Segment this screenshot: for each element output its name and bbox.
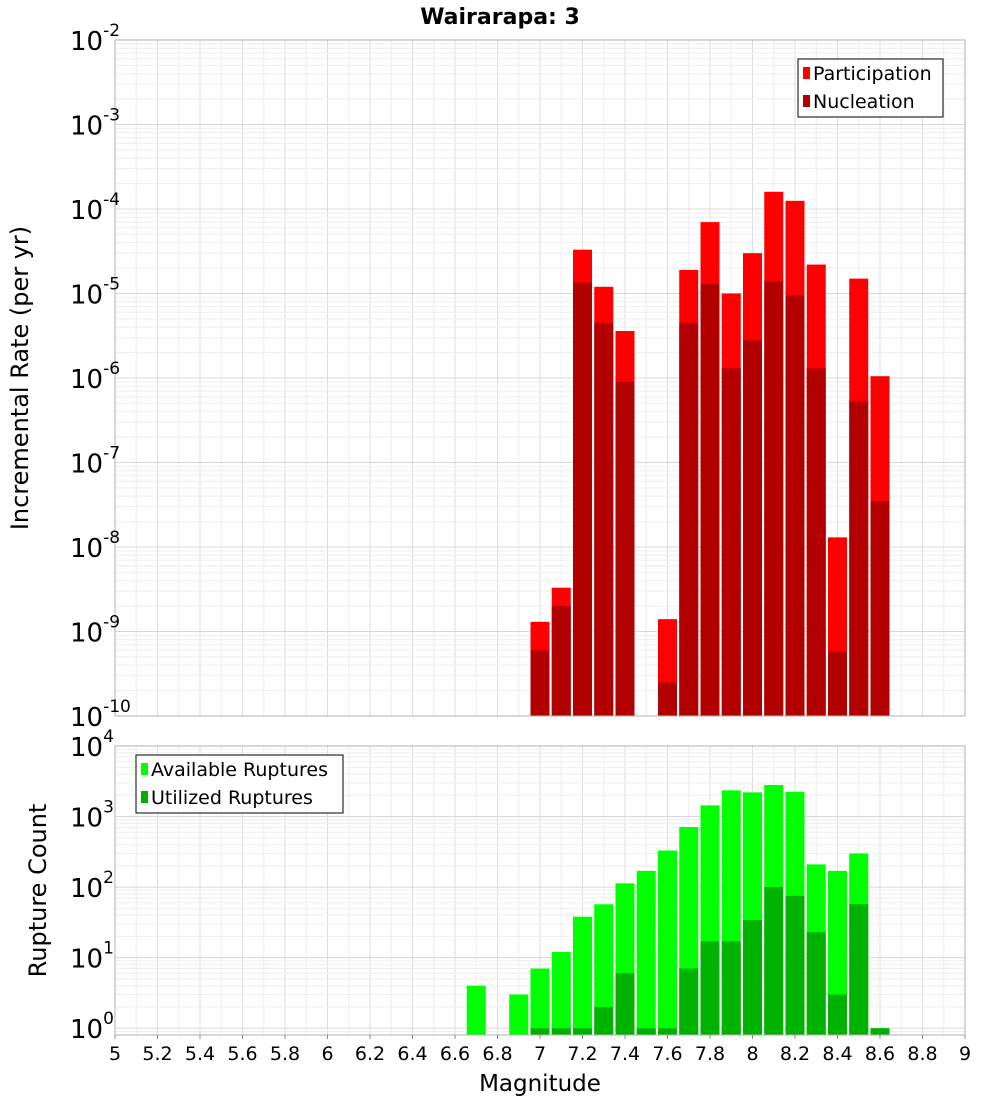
y-tick-label: 10-4 — [70, 190, 120, 226]
bar-nucleation — [573, 282, 592, 716]
bar-utilized-ruptures — [551, 1028, 571, 1035]
bar-available-ruptures — [594, 904, 614, 1035]
y-tick-label: 10-5 — [70, 275, 120, 311]
bar-available-ruptures — [828, 870, 847, 1035]
chart-title: Wairarapa: 3 — [420, 5, 580, 30]
bar-available-ruptures — [573, 916, 592, 1035]
y-tick-label: 10-9 — [70, 613, 120, 649]
legend-label: Available Ruptures — [151, 759, 328, 781]
bar-utilized-ruptures — [828, 994, 847, 1035]
x-tick-label: 5.4 — [185, 1043, 215, 1065]
x-tick-label: 5.8 — [270, 1043, 300, 1065]
bar-utilized-ruptures — [743, 920, 762, 1035]
x-tick-label: 9 — [959, 1043, 971, 1065]
bar-utilized-ruptures — [764, 887, 784, 1035]
legend-label: Utilized Ruptures — [151, 787, 313, 809]
bar-utilized-ruptures — [573, 1028, 592, 1035]
bar-utilized-ruptures — [679, 968, 699, 1035]
x-tick-label: 6.2 — [355, 1043, 385, 1065]
x-tick-label: 8 — [746, 1043, 758, 1065]
bar-utilized-ruptures — [594, 1006, 614, 1035]
bar-utilized-ruptures — [615, 973, 635, 1035]
legend-swatch — [803, 95, 810, 107]
bar-available-ruptures — [636, 870, 656, 1035]
y-tick-label: 10-3 — [70, 106, 120, 142]
x-tick-label: 5.6 — [227, 1043, 257, 1065]
bar-available-ruptures — [658, 850, 677, 1035]
bar-nucleation — [721, 368, 741, 716]
legend-label: Nucleation — [813, 91, 915, 113]
legend-swatch — [803, 67, 810, 79]
x-tick-label: 8.6 — [865, 1043, 895, 1065]
bar-nucleation — [594, 322, 614, 716]
bar-utilized-ruptures — [785, 895, 805, 1035]
bar-nucleation — [658, 682, 677, 716]
bar-available-ruptures — [509, 994, 529, 1035]
bar-utilized-ruptures — [700, 941, 720, 1035]
bar-available-ruptures — [466, 985, 486, 1035]
bar-nucleation — [849, 401, 869, 716]
x-tick-label: 8.4 — [822, 1043, 852, 1065]
bar-utilized-ruptures — [636, 1028, 656, 1035]
bar-nucleation — [700, 283, 720, 716]
bar-nucleation — [785, 295, 805, 716]
legend-box — [797, 58, 944, 118]
bar-nucleation — [870, 501, 890, 716]
y-tick-label: 10-7 — [70, 444, 120, 480]
plot-frame-0 — [114, 39, 966, 717]
y-axis-label: Incremental Rate (per yr) — [6, 226, 34, 530]
legend-box — [135, 754, 344, 814]
y-tick-label: 10-2 — [70, 21, 120, 57]
legend-swatch — [141, 791, 148, 803]
y-tick-label: 103 — [70, 798, 114, 834]
y-tick-label: 100 — [70, 1009, 114, 1045]
bar-nucleation — [615, 381, 635, 716]
x-tick-label: 6 — [321, 1043, 333, 1065]
bar-utilized-ruptures — [849, 904, 869, 1035]
y-tick-label: 10-10 — [70, 697, 131, 733]
x-tick-label: 6.8 — [482, 1043, 512, 1065]
bar-available-ruptures — [530, 968, 550, 1035]
y-axis-label: Rupture Count — [24, 804, 52, 978]
legend-label: Participation — [813, 63, 932, 85]
y-tick-label: 102 — [70, 868, 114, 904]
x-axis-label: Magnitude — [479, 1071, 601, 1097]
x-tick-label: 6.6 — [440, 1043, 470, 1065]
x-tick-label: 7.4 — [610, 1043, 640, 1065]
bar-available-ruptures — [551, 952, 571, 1035]
bar-nucleation — [679, 322, 699, 716]
x-tick-label: 5 — [109, 1043, 121, 1065]
bar-nucleation — [764, 281, 784, 716]
bar-nucleation — [828, 651, 847, 716]
bar-utilized-ruptures — [870, 1028, 890, 1035]
y-tick-label: 10-6 — [70, 359, 120, 395]
x-tick-label: 7.6 — [652, 1043, 682, 1065]
bar-utilized-ruptures — [721, 941, 741, 1035]
x-tick-label: 7.2 — [567, 1043, 597, 1065]
y-tick-label: 104 — [70, 727, 114, 763]
bar-utilized-ruptures — [530, 1028, 550, 1035]
bar-nucleation — [551, 606, 571, 716]
bar-nucleation — [530, 650, 550, 716]
bar-nucleation — [806, 368, 826, 716]
x-tick-label: 8.8 — [907, 1043, 937, 1065]
bar-utilized-ruptures — [658, 1028, 677, 1035]
y-tick-label: 10-8 — [70, 528, 120, 564]
x-tick-label: 7.8 — [695, 1043, 725, 1065]
bar-utilized-ruptures — [806, 932, 826, 1035]
y-tick-label: 101 — [70, 939, 114, 975]
legend-swatch — [141, 763, 148, 775]
x-tick-label: 8.2 — [780, 1043, 810, 1065]
x-tick-label: 5.2 — [142, 1043, 172, 1065]
x-tick-label: 6.4 — [397, 1043, 427, 1065]
bar-nucleation — [743, 340, 762, 716]
x-tick-label: 7 — [534, 1043, 546, 1065]
